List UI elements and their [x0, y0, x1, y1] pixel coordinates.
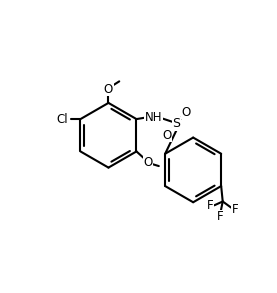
Text: O: O: [143, 156, 153, 169]
Text: F: F: [217, 210, 224, 223]
Text: F: F: [232, 203, 238, 216]
Text: S: S: [173, 117, 181, 130]
Text: Cl: Cl: [56, 113, 68, 126]
Text: NH: NH: [145, 111, 162, 124]
Text: O: O: [163, 129, 172, 142]
Text: O: O: [181, 106, 190, 119]
Text: F: F: [207, 199, 214, 212]
Text: O: O: [104, 83, 113, 96]
